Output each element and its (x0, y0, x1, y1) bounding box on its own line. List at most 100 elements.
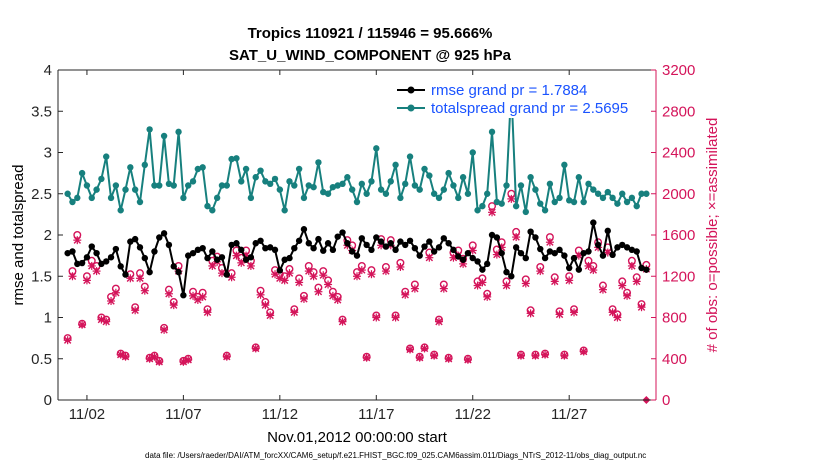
rmse-series-point (590, 219, 597, 226)
rmse-series-point (165, 241, 173, 249)
rmse-series-point (561, 252, 568, 259)
obs-assimilated-marker (463, 355, 472, 364)
rmse-series-point (541, 254, 549, 262)
obs-assimilated-marker (280, 276, 289, 285)
spread-series-point (469, 149, 476, 156)
obs-assimilated-marker (155, 357, 164, 366)
spread-series-point (377, 186, 385, 193)
obs-assimilated-marker (111, 288, 120, 297)
obs-assimilated-marker (164, 289, 173, 298)
obs-assimilated-marker (140, 286, 149, 295)
rmse-series-point (416, 252, 423, 259)
rmse-series-point (609, 251, 616, 258)
x-tick-label: 11/22 (455, 406, 491, 423)
rmse-series-point (189, 249, 197, 257)
spread-series-point (570, 198, 578, 206)
rmse-series-point (257, 237, 264, 244)
spread-series-point (271, 175, 279, 183)
rmse-series-point (604, 227, 611, 235)
obs-assimilated-marker (309, 272, 318, 281)
spread-series-point (281, 207, 288, 214)
spread-series-point (464, 190, 472, 197)
rmse-series-point (175, 268, 182, 276)
rmse-series-point (421, 243, 428, 250)
spread-series-point (252, 174, 259, 181)
spread-series-point (291, 182, 298, 189)
rmse-series-point (83, 254, 91, 261)
rmse-series-point (551, 249, 558, 257)
rmse-series-point (339, 229, 346, 236)
obs-assimilated-marker (295, 278, 304, 287)
rmse-series-point (537, 245, 544, 253)
spread-series-point (175, 128, 182, 136)
spread-series-point (107, 194, 115, 202)
spread-series-point (406, 153, 414, 160)
spread-series-point (78, 169, 86, 177)
obs-assimilated-marker (372, 313, 381, 322)
x-ticks: 11/02 11/07 11/12 11/17 11/22 11/27 (69, 70, 587, 423)
spread-series-point (455, 194, 462, 202)
spread-series-point (276, 186, 284, 193)
y-tick-label: 0.5 (31, 351, 52, 368)
rmse-series-point (479, 266, 486, 273)
legend-label-spread: totalspread grand pr = 2.5695 (431, 100, 628, 117)
obs-assimilated-marker (68, 272, 77, 281)
y-axis-label: rmse and totalspread (10, 165, 27, 306)
spread-series-point (392, 161, 399, 169)
y2-tick-label: 0 (662, 392, 670, 409)
rmse-series-point (305, 240, 312, 247)
rmse-series-point (498, 249, 505, 257)
obs-assimilated-marker (160, 325, 169, 334)
spread-series-point (329, 183, 337, 191)
obs-assimilated-marker (565, 276, 574, 285)
obs-assimilated-marker (290, 308, 299, 317)
rmse-series-point (69, 248, 76, 255)
y2-tick-label: 800 (662, 310, 687, 327)
obs-assimilated-marker (627, 261, 636, 270)
obs-assimilated-marker (319, 271, 328, 280)
spread-series-point (127, 164, 134, 171)
rmse-series-point (199, 245, 206, 252)
rmse-series-point (546, 248, 554, 255)
rmse-series-point (334, 233, 341, 240)
spread-series-point (474, 207, 481, 214)
y2-tick-label: 2400 (662, 145, 695, 162)
rmse-series-point (406, 237, 414, 244)
rmse-series-point (141, 254, 149, 262)
spread-series-point (151, 182, 158, 189)
rmse-series-point (382, 243, 390, 250)
obs-assimilated-marker (516, 351, 525, 360)
obs-assimilated-marker (256, 290, 265, 299)
rmse-series-point (218, 254, 226, 261)
rmse-series-point (209, 248, 216, 255)
obs-assimilated-marker (425, 253, 434, 262)
spread-series-point (213, 194, 221, 202)
spread-series-point (503, 182, 510, 189)
spread-series-point (295, 165, 303, 173)
y-tick-label: 3 (44, 145, 52, 162)
rmse-series-point (585, 248, 592, 255)
spread-series-point (238, 178, 245, 185)
x-tick-label: 11/02 (69, 406, 105, 423)
rmse-series-point (266, 244, 274, 251)
obs-assimilated-marker (507, 194, 516, 203)
obs-assimilated-marker (367, 270, 376, 279)
y2-tick-label: 1200 (662, 268, 695, 285)
rmse-series-point (643, 266, 650, 273)
spread-series-point (141, 161, 149, 169)
series-layer (64, 84, 650, 299)
spread-series-point (416, 186, 423, 193)
spread-series-point (180, 194, 187, 202)
obs-assimilated-marker (391, 313, 400, 322)
spread-series-point (397, 194, 404, 202)
obs-assimilated-marker (82, 276, 91, 285)
spread-series-point (74, 194, 81, 202)
obs-assimilated-marker (324, 280, 333, 289)
rmse-series-point (358, 235, 366, 242)
rmse-series-point (570, 254, 578, 262)
spread-series-point (242, 165, 250, 173)
rmse-series-point (276, 267, 284, 274)
spread-series-point (537, 200, 544, 207)
rmse-series-point (474, 258, 481, 265)
rmse-series-point (522, 254, 529, 262)
